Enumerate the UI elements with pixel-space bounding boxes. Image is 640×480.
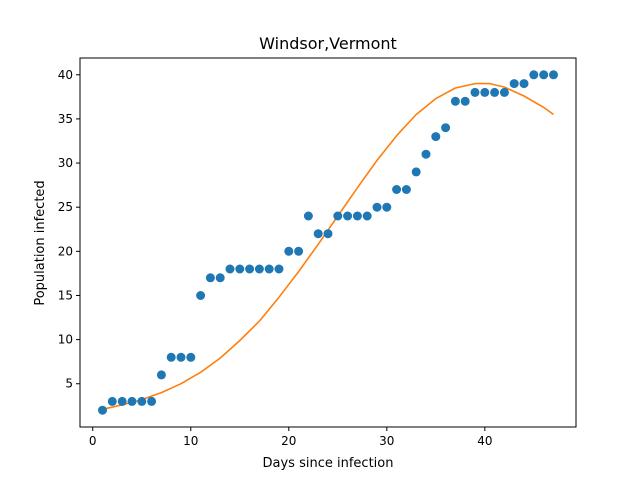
data-point <box>323 229 333 239</box>
y-tick-label: 30 <box>58 156 73 170</box>
x-tick-label: 10 <box>183 434 198 448</box>
data-point <box>499 87 509 97</box>
y-axis: 5 10 15 20 25 30 35 40 <box>58 68 80 391</box>
y-tick-label: 35 <box>58 112 73 126</box>
chart-title: Windsor,Vermont <box>259 34 397 53</box>
data-point <box>303 211 313 221</box>
data-point <box>245 264 255 274</box>
data-point <box>235 264 245 274</box>
data-point <box>490 87 500 97</box>
data-point <box>274 264 284 274</box>
data-point <box>441 123 451 133</box>
data-point <box>264 264 274 274</box>
data-point <box>156 370 166 380</box>
data-point <box>254 264 264 274</box>
data-point <box>529 70 539 80</box>
data-point <box>137 396 147 406</box>
data-point <box>166 352 176 362</box>
data-point <box>343 211 353 221</box>
data-point <box>549 70 558 80</box>
y-tick-label: 25 <box>58 200 73 214</box>
y-tick-label: 20 <box>58 244 73 258</box>
data-point <box>539 70 549 80</box>
data-point <box>107 396 117 406</box>
y-tick-label: 15 <box>58 288 73 302</box>
data-point <box>176 352 186 362</box>
x-axis-title: Days since infection <box>263 456 394 471</box>
x-tick-label: 40 <box>477 434 492 448</box>
data-point <box>215 273 225 283</box>
data-point <box>352 211 362 221</box>
plot-area <box>98 70 558 415</box>
x-tick-label: 0 <box>89 434 97 448</box>
data-point <box>460 96 470 106</box>
data-point <box>225 264 235 274</box>
data-point <box>117 396 127 406</box>
data-point <box>196 291 206 300</box>
data-point <box>205 273 215 283</box>
data-point <box>480 87 490 97</box>
data-point <box>147 396 157 406</box>
y-tick-label: 10 <box>58 333 73 347</box>
data-point <box>519 79 529 89</box>
data-point <box>186 352 196 362</box>
y-axis-title: Population infected <box>33 180 48 305</box>
data-point <box>392 185 402 194</box>
plot-frame <box>79 57 577 428</box>
x-tick-label: 20 <box>281 434 296 448</box>
data-point <box>313 229 323 239</box>
data-point <box>294 246 304 256</box>
data-point <box>98 405 107 415</box>
data-point <box>431 132 441 142</box>
x-axis: 0 10 20 30 40 <box>89 427 492 448</box>
data-point <box>401 185 411 194</box>
y-tick-label: 5 <box>65 377 73 391</box>
data-point <box>372 202 382 212</box>
data-point <box>382 202 392 212</box>
x-tick-label: 30 <box>379 434 394 448</box>
data-point <box>509 79 519 89</box>
data-point <box>362 211 372 221</box>
data-point <box>411 167 421 177</box>
data-point <box>333 211 343 221</box>
data-point <box>421 149 431 159</box>
data-point <box>127 396 137 406</box>
data-point <box>450 96 460 106</box>
data-point <box>284 246 294 256</box>
y-tick-label: 40 <box>58 68 73 82</box>
data-point <box>470 87 480 97</box>
